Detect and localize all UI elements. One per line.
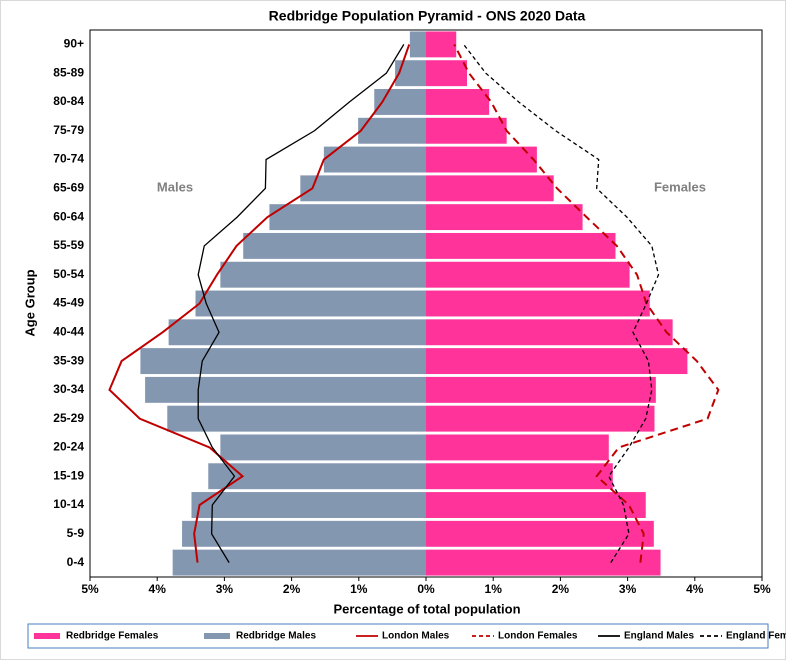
legend-swatch (34, 633, 60, 639)
x-tick-label: 0% (417, 582, 435, 596)
x-tick-label: 5% (753, 582, 771, 596)
bar (426, 492, 646, 518)
bar (208, 463, 426, 490)
bar (426, 463, 613, 490)
legend-label: England Females (726, 631, 786, 642)
bar (426, 376, 656, 403)
bar (426, 319, 673, 346)
bar (426, 60, 467, 87)
bar (426, 175, 554, 202)
x-tick-label: 3% (619, 582, 637, 596)
bar (426, 348, 688, 375)
legend-box (27, 623, 769, 649)
y-tick-label: 30-34 (53, 382, 84, 396)
bar (426, 434, 609, 461)
legend-swatch (204, 633, 230, 639)
bar (195, 290, 426, 317)
line (108, 44, 411, 563)
bar (140, 348, 426, 375)
x-tick-label: 2% (283, 582, 301, 596)
legend-label: London Males (382, 631, 450, 642)
line (463, 43, 660, 563)
x-tick-label: 4% (149, 582, 167, 596)
annotation: Females (654, 179, 706, 194)
bar (426, 232, 616, 259)
bar (168, 319, 426, 346)
bar (243, 232, 426, 259)
bar (167, 405, 426, 432)
y-axis-title: Age Group (22, 269, 37, 336)
bar (426, 204, 583, 231)
line (197, 44, 405, 563)
x-tick-label: 1% (350, 582, 368, 596)
legend-label: London Females (498, 631, 578, 642)
bar (358, 117, 426, 144)
bar (220, 261, 426, 288)
y-tick-label: 10-14 (53, 497, 84, 511)
x-tick-label: 3% (216, 582, 234, 596)
legend-label: Redbridge Females (66, 631, 159, 642)
y-tick-label: 35-39 (53, 353, 84, 367)
chart-title: Redbridge Population Pyramid - ONS 2020 … (269, 8, 586, 24)
y-tick-label: 85-89 (53, 65, 84, 79)
bar (426, 520, 654, 547)
y-tick-label: 70-74 (53, 152, 84, 166)
bar (426, 261, 630, 288)
y-tick-label: 65-69 (53, 181, 84, 195)
bar (145, 376, 426, 403)
bar (426, 405, 655, 432)
legend-label: Redbridge Males (236, 631, 316, 642)
y-tick-label: 60-64 (53, 209, 84, 223)
bar (426, 290, 650, 317)
y-tick-label: 40-44 (53, 324, 84, 338)
bar (426, 117, 507, 144)
y-tick-label: 0-4 (67, 555, 85, 569)
bar (426, 146, 537, 173)
y-tick-label: 75-79 (53, 123, 84, 137)
bar (172, 549, 426, 576)
bar (426, 89, 490, 115)
y-tick-label: 50-54 (53, 267, 84, 281)
bar (182, 520, 426, 547)
y-tick-label: 55-59 (53, 238, 84, 252)
x-tick-label: 2% (552, 582, 570, 596)
y-tick-label: 15-19 (53, 468, 84, 482)
legend-label: England Males (624, 631, 694, 642)
y-tick-label: 45-49 (53, 296, 84, 310)
x-tick-label: 1% (485, 582, 503, 596)
bar (269, 204, 426, 231)
bar (426, 549, 661, 576)
bar (426, 31, 457, 58)
bar (323, 146, 426, 173)
x-tick-label: 5% (81, 582, 99, 596)
bar (395, 60, 426, 87)
x-tick-label: 4% (686, 582, 704, 596)
y-tick-label: 5-9 (67, 526, 85, 540)
annotation: Males (157, 179, 193, 194)
x-axis-title: Percentage of total population (333, 601, 520, 616)
y-tick-label: 80-84 (53, 94, 84, 108)
y-tick-label: 25-29 (53, 411, 84, 425)
y-tick-label: 90+ (64, 37, 84, 51)
bar (300, 175, 426, 202)
y-tick-label: 20-24 (53, 440, 84, 454)
bar (191, 492, 426, 518)
bar (220, 434, 426, 461)
bar (409, 31, 426, 58)
